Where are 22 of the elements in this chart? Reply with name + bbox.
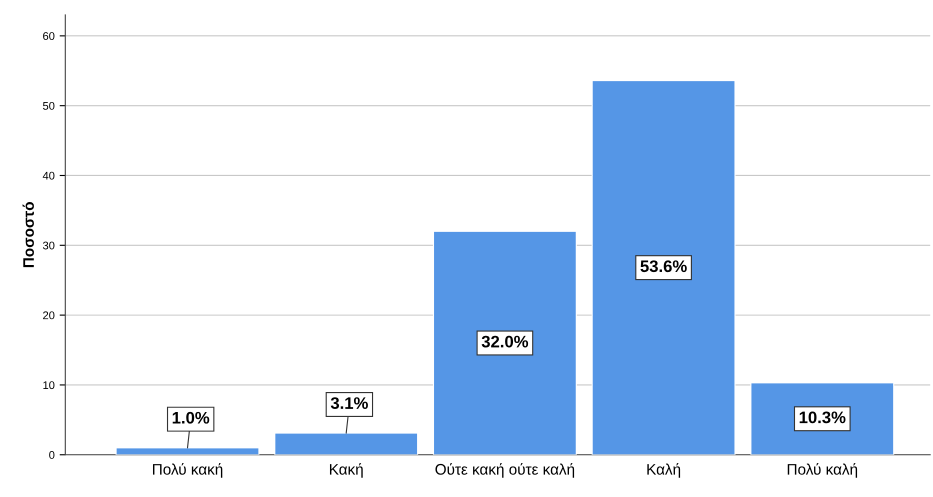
- x-tick-label: Πολύ καλή: [788, 463, 858, 478]
- y-tick-label: 30: [42, 242, 54, 250]
- data-label: 53.6%: [640, 260, 687, 272]
- bar: [274, 432, 418, 455]
- y-tick-label: 20: [43, 311, 54, 320]
- x-tick-label: Καλή: [647, 463, 680, 478]
- x-tick-label: Κακή: [330, 463, 363, 478]
- y-tick-label: 10: [43, 381, 54, 390]
- data-label: 10.3%: [800, 411, 846, 424]
- y-tick-label: 50: [42, 102, 54, 110]
- bar: [592, 80, 736, 455]
- x-tick-label: Ούτε κακή ούτε καλή: [435, 463, 574, 478]
- y-tick-label: 60: [43, 32, 54, 40]
- x-tick-label: Πολύ κακή: [152, 463, 222, 478]
- y-tick-label: 0: [49, 451, 54, 459]
- y-axis-title: Ποσοστό: [22, 202, 34, 268]
- y-tick-label: 40: [42, 172, 54, 180]
- data-label: 3.1%: [330, 397, 368, 410]
- bar: [116, 447, 260, 455]
- data-label: 32.0%: [482, 336, 528, 348]
- data-label: 1.0%: [172, 412, 210, 424]
- bar: [432, 230, 577, 455]
